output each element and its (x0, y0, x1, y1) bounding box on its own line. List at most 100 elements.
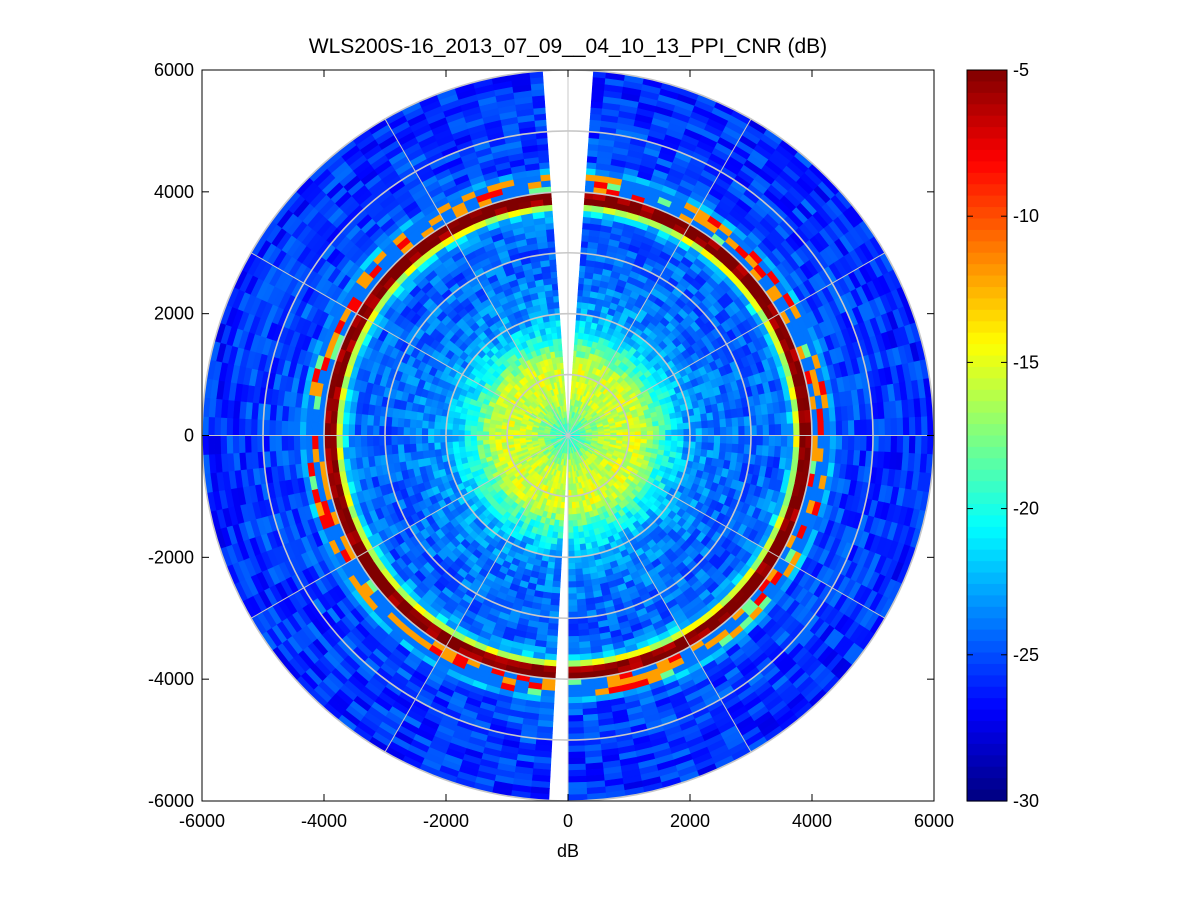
range-bin (738, 425, 746, 436)
range-bin (793, 435, 801, 448)
range-bin (762, 435, 770, 447)
range-bin (914, 416, 923, 436)
range-bin (677, 429, 685, 436)
range-bin (731, 417, 739, 428)
range-bin (578, 271, 586, 279)
range-bin (567, 648, 580, 656)
range-bin (799, 435, 807, 449)
range-bin (847, 420, 856, 436)
range-bin (756, 424, 764, 436)
range-bin (567, 715, 584, 723)
range-bin (575, 586, 585, 594)
range-bin (726, 435, 734, 445)
range-bin (731, 443, 739, 454)
azimuth-sector (567, 220, 876, 436)
range-bin (767, 413, 776, 426)
range-bin (567, 660, 581, 668)
range-bin (586, 161, 598, 170)
range-bin (707, 442, 715, 452)
range-bin (835, 420, 843, 436)
range-bin (567, 751, 586, 759)
range-bin (585, 179, 596, 188)
range-bin (817, 435, 825, 450)
range-bin (664, 418, 672, 426)
range-bin (823, 435, 831, 450)
range-bin (780, 435, 788, 448)
range-bin (701, 435, 709, 444)
range-bin (761, 414, 770, 426)
range-bin (658, 419, 666, 427)
range-bin (665, 435, 673, 442)
range-bin (575, 592, 586, 601)
range-bin (567, 763, 586, 771)
range-bin (567, 575, 576, 583)
range-bin (578, 537, 586, 545)
range-bin (576, 604, 587, 613)
range-bin (921, 416, 929, 436)
range-bin (567, 775, 587, 784)
range-bin (646, 430, 654, 436)
range-bin (571, 513, 578, 521)
range-bin (579, 265, 587, 273)
range-bin (579, 258, 587, 267)
range-bin (695, 441, 703, 450)
range-bin (579, 543, 587, 551)
azimuth-sector (567, 190, 853, 436)
range-bin (646, 435, 654, 441)
range-bin (567, 696, 583, 704)
range-bin (841, 420, 849, 436)
range-bin (755, 445, 764, 457)
range-bin (762, 424, 770, 436)
range-bin (665, 429, 673, 436)
range-bin (902, 435, 910, 454)
range-bin (664, 424, 672, 431)
range-bin (567, 666, 581, 674)
range-bin (640, 435, 648, 440)
range-bin (567, 769, 587, 777)
range-bin (860, 435, 868, 452)
range-bin (567, 708, 584, 717)
range-bin (573, 538, 580, 546)
range-bin (567, 635, 580, 643)
range-bin (634, 431, 642, 436)
azimuth-sector (567, 87, 700, 436)
range-bin (732, 435, 740, 445)
range-bin (640, 431, 648, 436)
range-bin (552, 574, 561, 582)
range-bin (567, 544, 575, 552)
range-bin (713, 427, 721, 436)
range-bin (628, 431, 636, 436)
azimuth-sector (567, 93, 718, 436)
range-bin (577, 629, 590, 637)
range-bin (738, 435, 746, 446)
range-bin (725, 443, 733, 454)
range-bin (567, 623, 579, 631)
range-bin (652, 435, 660, 441)
range-bin (878, 418, 886, 436)
range-bin (676, 440, 685, 448)
range-bin (567, 745, 585, 753)
range-bin (914, 435, 923, 455)
range-bin (719, 443, 727, 453)
range-bin (573, 544, 581, 552)
range-bin (577, 283, 585, 291)
range-bin (556, 538, 563, 546)
range-bin (707, 435, 715, 444)
range-bin (555, 544, 563, 552)
range-bin (546, 629, 559, 637)
range-bin (582, 222, 591, 230)
range-bin (677, 435, 685, 442)
range-bin (853, 419, 862, 436)
range-bin (793, 423, 801, 436)
range-bin (572, 519, 578, 528)
range-bin (577, 525, 584, 533)
range-bin (767, 445, 776, 458)
range-bin (580, 240, 589, 249)
range-bin (652, 425, 660, 432)
range-bin (768, 435, 776, 447)
range-bin (732, 426, 740, 436)
range-bin (578, 277, 585, 285)
range-bin (567, 757, 586, 765)
range-bin (761, 445, 770, 457)
range-bin (567, 562, 576, 570)
